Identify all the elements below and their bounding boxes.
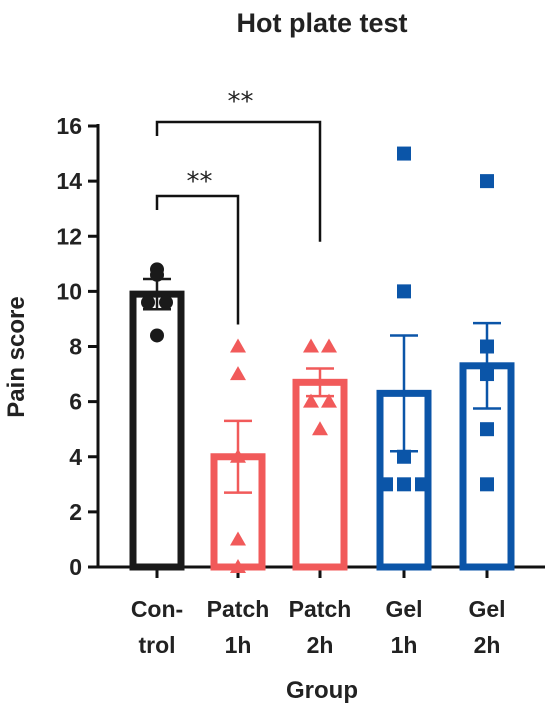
y-tick-label: 6 — [69, 389, 82, 415]
x-tick-label: 2h — [474, 632, 501, 658]
y-axis-label: Pain score — [3, 296, 30, 417]
y-tick-label: 16 — [56, 113, 82, 139]
y-tick-label: 0 — [69, 554, 82, 580]
data-point — [480, 477, 494, 492]
x-tick-label: Patch — [207, 596, 270, 622]
bar — [292, 378, 348, 571]
significance-bracket — [155, 194, 240, 325]
data-point — [159, 295, 173, 310]
chart-title: Hot plate test — [236, 8, 407, 38]
data-point — [303, 338, 319, 353]
data-point — [303, 393, 319, 408]
significance-label: ** — [187, 167, 213, 197]
data-point — [321, 393, 337, 408]
data-point — [397, 449, 411, 464]
data-point — [150, 267, 164, 282]
y-tick-label: 12 — [56, 223, 82, 249]
data-point — [480, 422, 494, 437]
data-point — [480, 174, 494, 189]
data-point — [397, 146, 411, 161]
x-tick-label: trol — [138, 632, 175, 658]
data-point — [321, 338, 337, 353]
y-tick-label: 10 — [56, 278, 82, 304]
data-point — [480, 339, 494, 354]
y-tick-label: 8 — [69, 334, 82, 360]
data-point — [150, 328, 164, 343]
plot-area: 0 2 4 6 8 10 12 14 16 Con-trol Patch 1h Patch 2h Gel 1h… — [56, 87, 545, 658]
x-tick-label: 2h — [307, 632, 334, 658]
y-tick-label: 2 — [69, 499, 82, 525]
significance-bracket — [155, 120, 322, 242]
data-point — [230, 338, 246, 353]
x-tick-label: 1h — [225, 632, 252, 658]
data-point — [141, 295, 155, 310]
x-tick-label: Con- — [131, 596, 183, 622]
x-axis-label: Group — [286, 677, 358, 704]
x-tick-label: Gel — [468, 596, 505, 622]
x-tick-label: 1h — [391, 632, 418, 658]
y-tick-label: 14 — [56, 168, 82, 194]
data-point — [397, 284, 411, 299]
data-point — [312, 421, 328, 436]
x-tick-label: Patch — [289, 596, 352, 622]
data-point — [397, 477, 411, 492]
data-point — [379, 477, 393, 492]
data-point — [230, 531, 246, 546]
x-tick-label: Gel — [385, 596, 422, 622]
data-point — [415, 477, 429, 492]
data-point — [230, 448, 246, 463]
data-point — [480, 367, 494, 382]
data-point — [230, 559, 246, 573]
significance-label: ** — [228, 87, 254, 117]
data-point — [230, 366, 246, 381]
y-tick-label: 4 — [69, 444, 82, 470]
